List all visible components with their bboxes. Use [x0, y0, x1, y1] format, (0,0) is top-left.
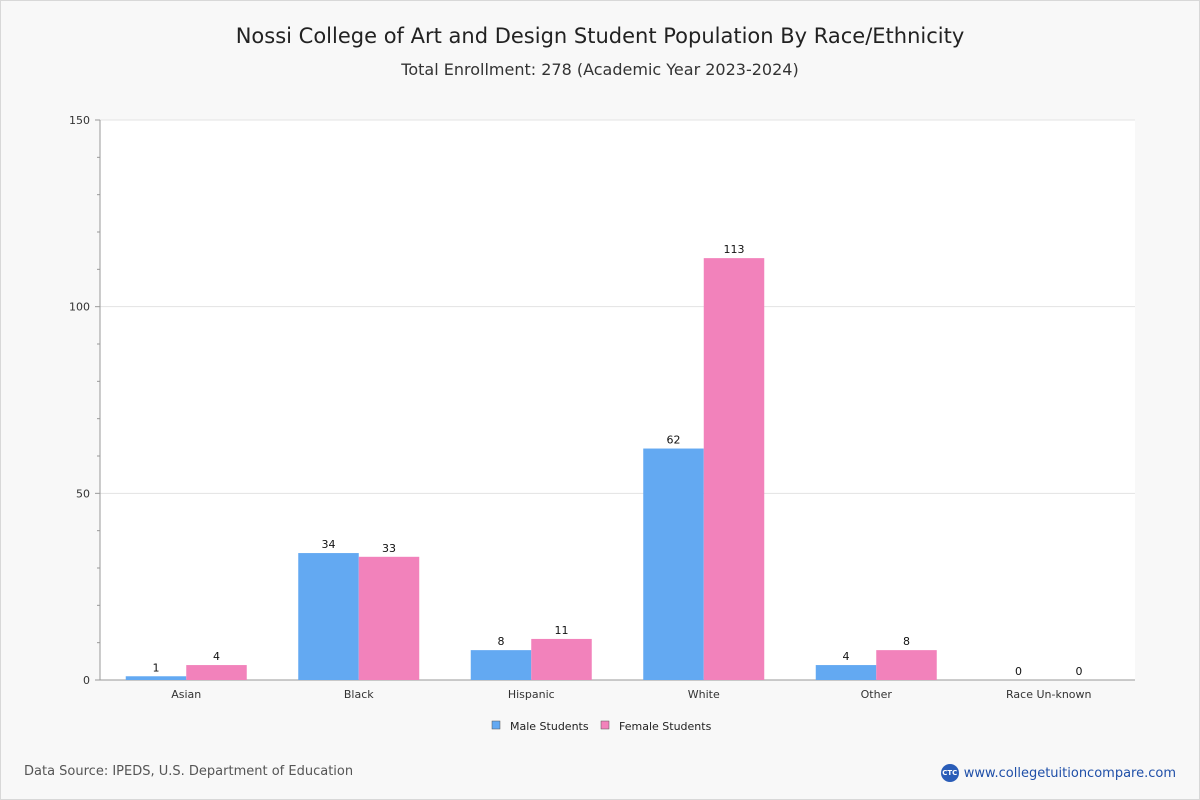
bar [358, 556, 420, 680]
data-source-note: Data Source: IPEDS, U.S. Department of E… [24, 764, 354, 779]
brand-logo-icon: CTC [940, 764, 959, 782]
chart-subtitle: Total Enrollment: 278 (Academic Year 202… [401, 60, 799, 79]
bar [876, 650, 937, 680]
legend-swatch [491, 720, 501, 730]
data-label: 0 [1076, 665, 1083, 678]
bar [703, 258, 765, 680]
data-label: 1 [153, 661, 160, 674]
chart-title: Nossi College of Art and Design Student … [235, 24, 965, 48]
x-tick-label: Asian [171, 688, 201, 701]
x-tick-label: Black [344, 688, 374, 701]
bar [470, 650, 532, 680]
bar [298, 553, 359, 680]
legend-label: Male Students [510, 720, 589, 733]
bar [643, 448, 704, 680]
data-label: 62 [667, 434, 681, 447]
data-label: 33 [382, 542, 396, 555]
y-tick-label: 50 [76, 487, 90, 500]
x-tick-label: Hispanic [508, 688, 555, 701]
legend-label: Female Students [619, 720, 712, 733]
bar [531, 638, 592, 680]
plot-area [100, 120, 1135, 680]
data-label: 113 [724, 243, 745, 256]
bar [125, 676, 187, 680]
data-label: 8 [903, 635, 910, 648]
bar [186, 665, 247, 680]
data-label: 0 [1015, 665, 1022, 678]
brand-link[interactable]: CTC www.collegetuitioncompare.com [940, 764, 1176, 782]
y-tick-label: 0 [83, 674, 90, 687]
y-tick-label: 150 [69, 114, 90, 127]
data-label: 8 [498, 635, 505, 648]
x-tick-label: White [688, 688, 720, 701]
data-label: 4 [213, 650, 220, 663]
bar [815, 665, 877, 680]
legend-swatch [600, 720, 610, 730]
data-label: 4 [843, 650, 850, 663]
data-label: 34 [322, 538, 336, 551]
data-label: 11 [555, 624, 569, 637]
brand-url: www.collegetuitioncompare.com [963, 765, 1176, 781]
x-tick-label: Race Un-known [1006, 688, 1092, 701]
y-tick-label: 100 [69, 301, 90, 314]
x-tick-label: Other [861, 688, 893, 701]
